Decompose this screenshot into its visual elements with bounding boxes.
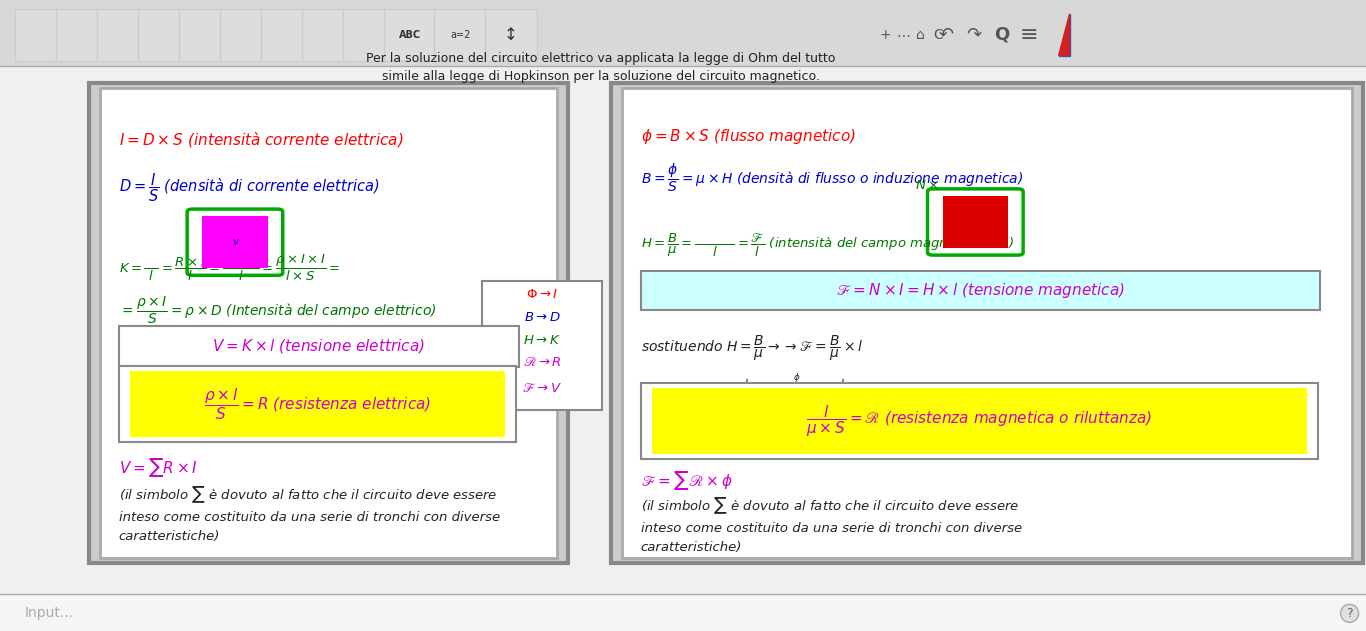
Text: $\mathscr{F} = \sum \mathscr{R} \times \phi$: $\mathscr{F} = \sum \mathscr{R} \times \… [641,469,732,492]
Text: ?: ? [1347,607,1352,620]
FancyBboxPatch shape [485,9,537,61]
Text: $K = \dfrac{\quad}{l} = \dfrac{R \times I}{l} = \dfrac{\frac{\rho \times l \time: $K = \dfrac{\quad}{l} = \dfrac{R \times … [119,245,340,283]
Text: ⋯: ⋯ [896,28,910,42]
FancyBboxPatch shape [97,9,139,61]
FancyBboxPatch shape [261,9,303,61]
Text: ≡: ≡ [1019,25,1038,45]
FancyBboxPatch shape [138,9,180,61]
FancyBboxPatch shape [641,383,1318,459]
Text: $\mathscr{F} = N \times I = H \times l$ (tensione magnetica): $\mathscr{F} = N \times I = H \times l$ … [836,281,1124,300]
Text: $V = \sum R \times I$: $V = \sum R \times I$ [119,456,198,479]
Text: Input...: Input... [25,606,74,620]
FancyBboxPatch shape [928,189,1023,255]
Text: ABC: ABC [399,30,421,40]
FancyBboxPatch shape [89,83,568,563]
Text: $\phi = B \times S$ (flusso magnetico): $\phi = B \times S$ (flusso magnetico) [641,127,855,146]
FancyBboxPatch shape [343,9,385,61]
Text: ↶: ↶ [938,26,955,44]
Text: ↕: ↕ [504,26,518,44]
FancyBboxPatch shape [0,0,1366,66]
FancyBboxPatch shape [202,216,268,268]
Text: $= \dfrac{\rho \times I}{S} = \rho \times D$ (Intensità del campo elettrico): $= \dfrac{\rho \times I}{S} = \rho \time… [119,295,437,326]
FancyBboxPatch shape [943,196,1008,248]
FancyBboxPatch shape [220,9,262,61]
Text: Per la soluzione del circuito elettrico va applicata la legge di Ohm del tutto
s: Per la soluzione del circuito elettrico … [366,52,836,83]
Text: $B \rightarrow D$: $B \rightarrow D$ [523,311,561,324]
FancyBboxPatch shape [0,594,1366,631]
Text: (il simbolo $\sum$ è dovuto al fatto che il circuito deve essere
inteso come cos: (il simbolo $\sum$ è dovuto al fatto che… [641,495,1022,554]
Text: $\Phi \rightarrow I$: $\Phi \rightarrow I$ [526,288,559,302]
Text: Q: Q [993,26,1009,44]
FancyBboxPatch shape [652,388,1307,454]
FancyBboxPatch shape [187,209,283,275]
FancyBboxPatch shape [434,9,486,61]
Text: $\mathscr{F} \rightarrow V$: $\mathscr{F} \rightarrow V$ [522,382,563,394]
Text: ↷: ↷ [966,26,982,44]
Text: v: v [232,237,238,247]
Text: ⌂: ⌂ [917,28,925,42]
FancyBboxPatch shape [119,366,516,442]
FancyBboxPatch shape [622,88,1352,558]
Text: $B = \dfrac{\phi}{S} = \mu \times H$ (densità di flusso o induzione magnetica): $B = \dfrac{\phi}{S} = \mu \times H$ (de… [641,162,1023,194]
FancyBboxPatch shape [15,9,57,61]
Text: C: C [933,28,944,42]
FancyBboxPatch shape [179,9,221,61]
Text: $\mathscr{R} \rightarrow R$: $\mathscr{R} \rightarrow R$ [523,357,561,369]
FancyBboxPatch shape [119,326,519,367]
FancyBboxPatch shape [482,281,602,410]
Text: $H = \dfrac{B}{\mu} = \dfrac{\quad\quad\quad}{l} = \dfrac{\mathscr{F}}{l}$ (inte: $H = \dfrac{B}{\mu} = \dfrac{\quad\quad\… [641,232,1014,259]
Text: $H \rightarrow K$: $H \rightarrow K$ [523,334,561,347]
Text: $\dfrac{\rho \times l}{S} = R$ (resistenza elettrica): $\dfrac{\rho \times l}{S} = R$ (resisten… [204,386,432,422]
FancyBboxPatch shape [641,271,1320,310]
Text: $I = D \times S$ (intensità corrente elettrica): $I = D \times S$ (intensità corrente ele… [119,129,403,149]
FancyBboxPatch shape [611,83,1363,563]
Polygon shape [1059,14,1070,56]
Text: sostituendo $H = \dfrac{B}{\mu} \rightarrow\rightarrow \mathscr{F} = \dfrac{B}{\: sostituendo $H = \dfrac{B}{\mu} \rightar… [641,334,863,363]
Polygon shape [1059,14,1070,56]
Text: (il simbolo $\sum$ è dovuto al fatto che il circuito deve essere
inteso come cos: (il simbolo $\sum$ è dovuto al fatto che… [119,485,500,543]
Text: +: + [880,28,891,42]
FancyBboxPatch shape [302,9,344,61]
Text: $V = K \times l$ (tensione elettrica): $V = K \times l$ (tensione elettrica) [213,337,425,355]
Text: $\dfrac{l}{\mu \times S} = \mathscr{R}$ (resistenza magnetica o riluttanza): $\dfrac{l}{\mu \times S} = \mathscr{R}$ … [806,403,1153,439]
Text: sostituendo $B = \dfrac{\phi}{S} \rightarrow \mathscr{F} = \dfrac{\frac{\phi}{S}: sostituendo $B = \dfrac{\phi}{S} \righta… [641,372,1005,411]
FancyBboxPatch shape [56,9,98,61]
FancyBboxPatch shape [130,371,505,437]
FancyBboxPatch shape [384,9,436,61]
FancyBboxPatch shape [100,88,557,558]
Text: a=2: a=2 [451,30,470,40]
Text: $D = \dfrac{I}{S}$ (densità di corrente elettrica): $D = \dfrac{I}{S}$ (densità di corrente … [119,172,380,204]
Text: $N \times$: $N \times$ [915,179,938,192]
